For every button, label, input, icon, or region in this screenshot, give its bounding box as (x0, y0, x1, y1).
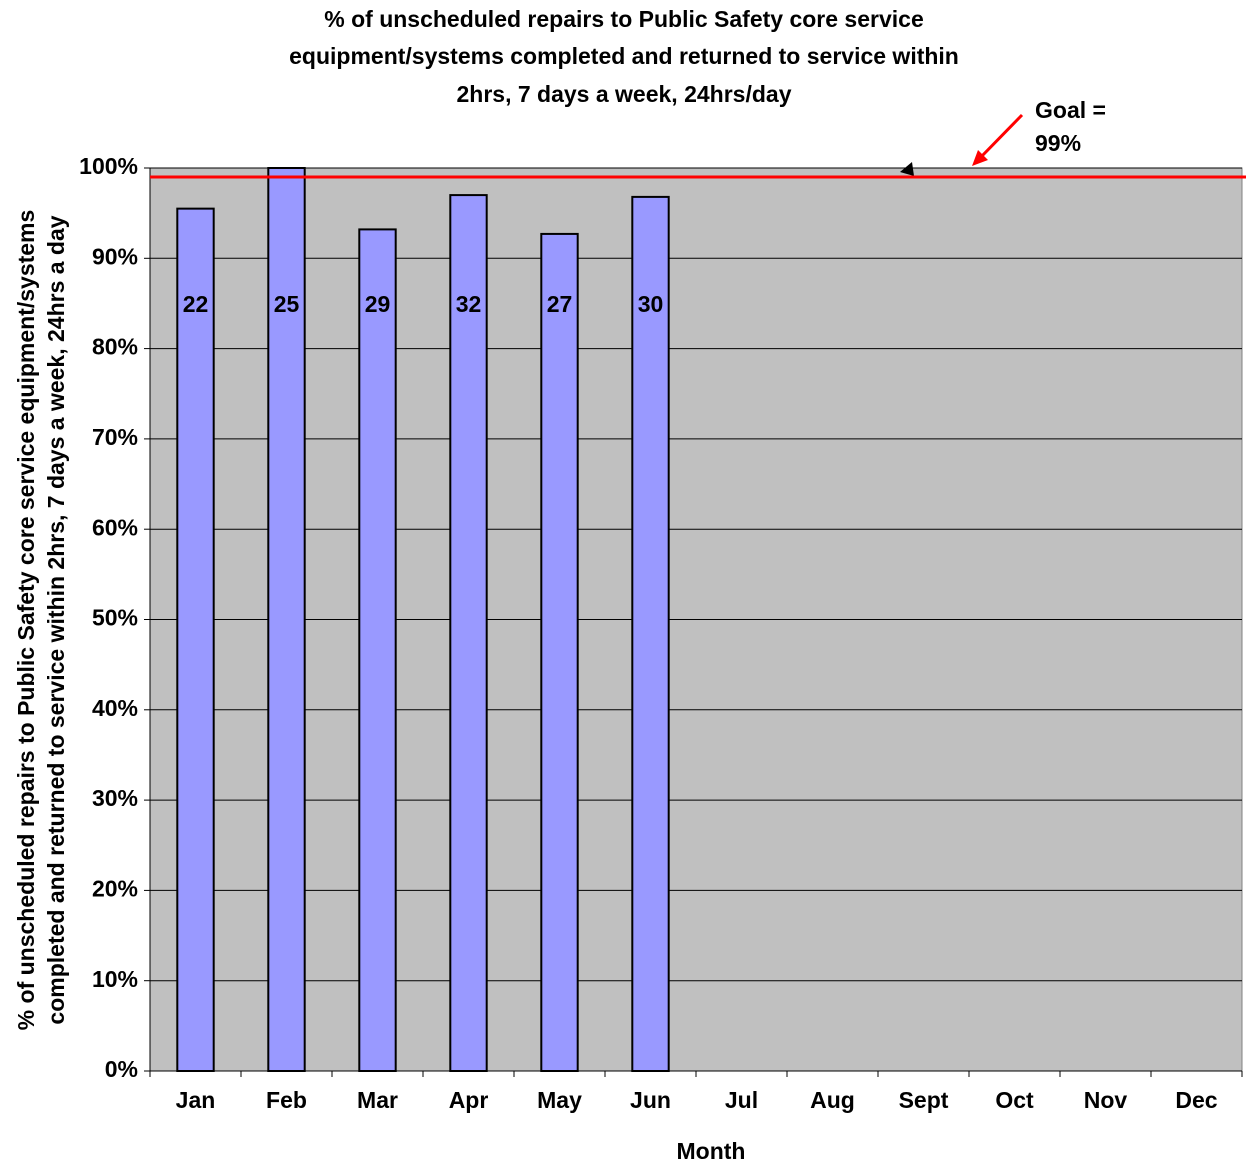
goal-label: 99% (1035, 130, 1081, 156)
bar (358, 228, 397, 1073)
pointer-arrowhead (900, 162, 914, 176)
x-axis-title: Month (677, 1138, 746, 1164)
x-tick-label: Jun (630, 1087, 671, 1113)
chart-title: equipment/systems completed and returned… (289, 43, 959, 69)
y-tick-label: 70% (92, 424, 138, 450)
y-tick-label: 60% (92, 514, 138, 540)
bar (449, 194, 488, 1072)
y-tick-label: 50% (92, 605, 138, 631)
y-axis-title: % of unscheduled repairs to Public Safet… (13, 210, 39, 1031)
y-tick-label: 40% (92, 695, 138, 721)
y-tick-label: 90% (92, 243, 138, 269)
y-tick-label: 20% (92, 875, 138, 901)
y-tick-label: 0% (105, 1056, 138, 1082)
x-tick-label: Oct (995, 1087, 1034, 1113)
x-tick-label: Dec (1175, 1087, 1217, 1113)
y-tick-label: 30% (92, 785, 138, 811)
x-tick-label: Jan (176, 1087, 216, 1113)
chart-title: 2hrs, 7 days a week, 24hrs/day (457, 81, 792, 107)
chart-title: % of unscheduled repairs to Public Safet… (324, 6, 923, 32)
bar-label: 30 (638, 291, 664, 317)
x-tick-label: Jul (725, 1087, 758, 1113)
goal-arrow (978, 113, 1024, 160)
x-tick-label: Aug (810, 1087, 855, 1113)
y-tick-label: 10% (92, 966, 138, 992)
bar (540, 232, 579, 1072)
bar-label: 22 (183, 291, 209, 317)
bar-label: 25 (274, 291, 300, 317)
x-tick-label: May (537, 1087, 582, 1113)
y-axis-title: completed and returned to service within… (43, 215, 69, 1024)
x-tick-label: Apr (449, 1087, 489, 1113)
y-tick-label: 80% (92, 334, 138, 360)
x-tick-label: Sept (899, 1087, 949, 1113)
bar-label: 27 (547, 291, 573, 317)
goal-arrowhead (972, 150, 988, 166)
bar-label: 32 (456, 291, 482, 317)
bar-label: 29 (365, 291, 391, 317)
bar (631, 195, 670, 1072)
bar (176, 207, 215, 1072)
x-tick-label: Mar (357, 1087, 398, 1113)
goal-label: Goal = (1035, 97, 1106, 123)
x-tick-label: Nov (1084, 1087, 1128, 1113)
x-tick-label: Feb (266, 1087, 307, 1113)
y-tick-label: 100% (79, 153, 138, 179)
